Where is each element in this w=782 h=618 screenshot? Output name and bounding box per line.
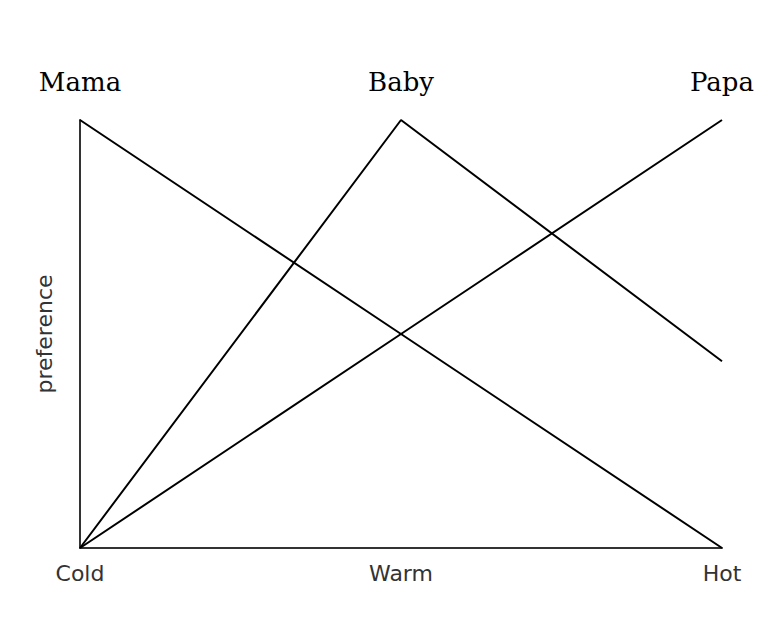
svg-text:Baby: Baby xyxy=(368,67,434,97)
svg-text:preference: preference xyxy=(32,274,57,393)
svg-text:Hot: Hot xyxy=(703,561,742,586)
svg-text:Mama: Mama xyxy=(39,67,121,97)
svg-text:Warm: Warm xyxy=(369,561,433,586)
svg-text:Papa: Papa xyxy=(690,67,754,97)
svg-text:Cold: Cold xyxy=(56,561,105,586)
